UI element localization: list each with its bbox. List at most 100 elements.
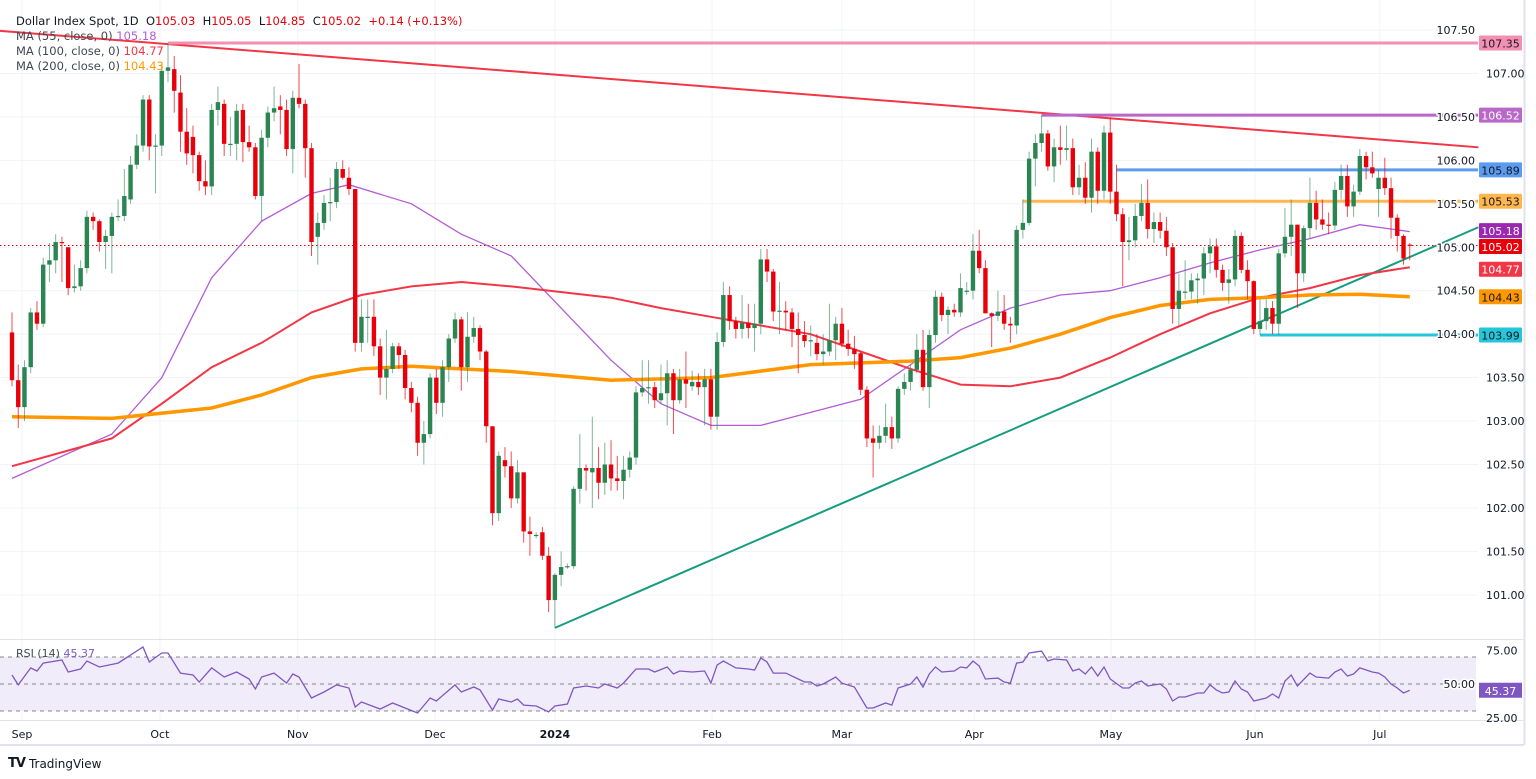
rsi-label: RSI (14) [16, 647, 60, 660]
candle-body [84, 216, 90, 269]
candle [796, 312, 801, 374]
candle [1083, 162, 1088, 204]
ohlc-row: Dollar Index Spot, 1D O105.03 H105.05 L1… [16, 14, 462, 29]
candle [533, 532, 539, 539]
candle [65, 247, 71, 296]
candle-body [958, 288, 963, 313]
candle-body [1026, 158, 1032, 223]
candle [209, 103, 214, 196]
candle-body [665, 373, 670, 394]
candle-body [858, 353, 863, 390]
candle [845, 329, 851, 356]
candle-body [964, 290, 969, 292]
candle [602, 442, 607, 495]
candle [134, 134, 139, 170]
candle-body [47, 260, 52, 265]
candle-body [434, 377, 439, 403]
candle-body [140, 99, 146, 146]
candle-body [190, 136, 196, 156]
candle-body [365, 316, 370, 318]
price-tick-label: 102.50 [1486, 459, 1525, 472]
candle [452, 312, 458, 343]
rsi-tick-label: 25.00 [1486, 712, 1518, 725]
ma-line-100 [11, 266, 1410, 468]
candle-body [571, 488, 576, 567]
candle [384, 329, 389, 400]
candle [1045, 129, 1051, 171]
candle-body [1145, 202, 1150, 230]
candle [864, 386, 870, 448]
candle [1370, 151, 1375, 178]
rsi-badge-bg [1479, 682, 1522, 698]
level-badge: 106.52 [1481, 110, 1520, 123]
candle [115, 199, 121, 222]
candle [546, 547, 551, 613]
tradingview-logo[interactable]: TV TradingView [8, 756, 101, 771]
candle [1195, 273, 1200, 304]
candle-body [527, 531, 533, 535]
time-tick-label: May [1099, 728, 1122, 741]
candle-body [908, 369, 913, 382]
candle-body [658, 393, 664, 401]
candle-body [303, 103, 308, 149]
level-badge-bg [1479, 327, 1522, 343]
candle-body [752, 323, 757, 329]
price-tick-label: 102.00 [1486, 502, 1525, 515]
price-badge: 105.02 [1481, 241, 1520, 254]
price-badge: 104.43 [1481, 291, 1520, 304]
candle-body [577, 467, 583, 489]
candle-body [1357, 156, 1363, 192]
candle [490, 426, 495, 526]
candle [16, 364, 21, 429]
candle-body [1020, 222, 1026, 230]
candle-body [1070, 148, 1075, 188]
candle [852, 335, 857, 369]
candle-body [833, 323, 838, 341]
candle [1157, 212, 1163, 239]
candle [521, 472, 526, 543]
candle-body [197, 155, 202, 182]
candle [627, 451, 632, 478]
candle [1133, 203, 1138, 248]
price-tick-label: 101.00 [1486, 589, 1525, 602]
candle-body [1101, 132, 1107, 191]
candle [1089, 138, 1094, 213]
level-badge-bg [1479, 107, 1522, 123]
candle-body [321, 202, 327, 223]
candle [328, 177, 333, 222]
candle-body [864, 389, 870, 439]
candle [658, 364, 664, 404]
candle-body [446, 338, 451, 368]
candle [1345, 164, 1350, 217]
candle-body [945, 309, 951, 316]
candle-body [721, 295, 726, 342]
candle-body [546, 555, 551, 601]
candle [1051, 138, 1057, 183]
candle-body [396, 346, 402, 356]
candle-body [1407, 244, 1412, 246]
candle-body [615, 478, 620, 482]
candle-body [758, 259, 763, 324]
candle [914, 334, 919, 374]
time-tick-label: Dec [424, 728, 445, 741]
candle [1320, 199, 1325, 230]
candle [396, 342, 402, 369]
candle [646, 360, 651, 404]
low-value: 104.85 [265, 14, 306, 28]
candle [689, 370, 695, 391]
candle [1001, 295, 1007, 330]
logo-text: TradingView [28, 756, 102, 771]
rsi-tick-label: 75.00 [1486, 644, 1518, 657]
candle [1120, 208, 1125, 287]
candle [1214, 238, 1219, 278]
candle [315, 212, 320, 265]
candle-body [109, 216, 115, 236]
candle-body [1126, 240, 1132, 243]
candle-body [159, 70, 164, 146]
candle-body [621, 469, 626, 482]
ma100-legend: MA (100, close, 0) 104.77 [16, 44, 462, 59]
candle-body [1051, 147, 1057, 167]
candle-body [590, 467, 595, 473]
candle-body [733, 321, 739, 329]
